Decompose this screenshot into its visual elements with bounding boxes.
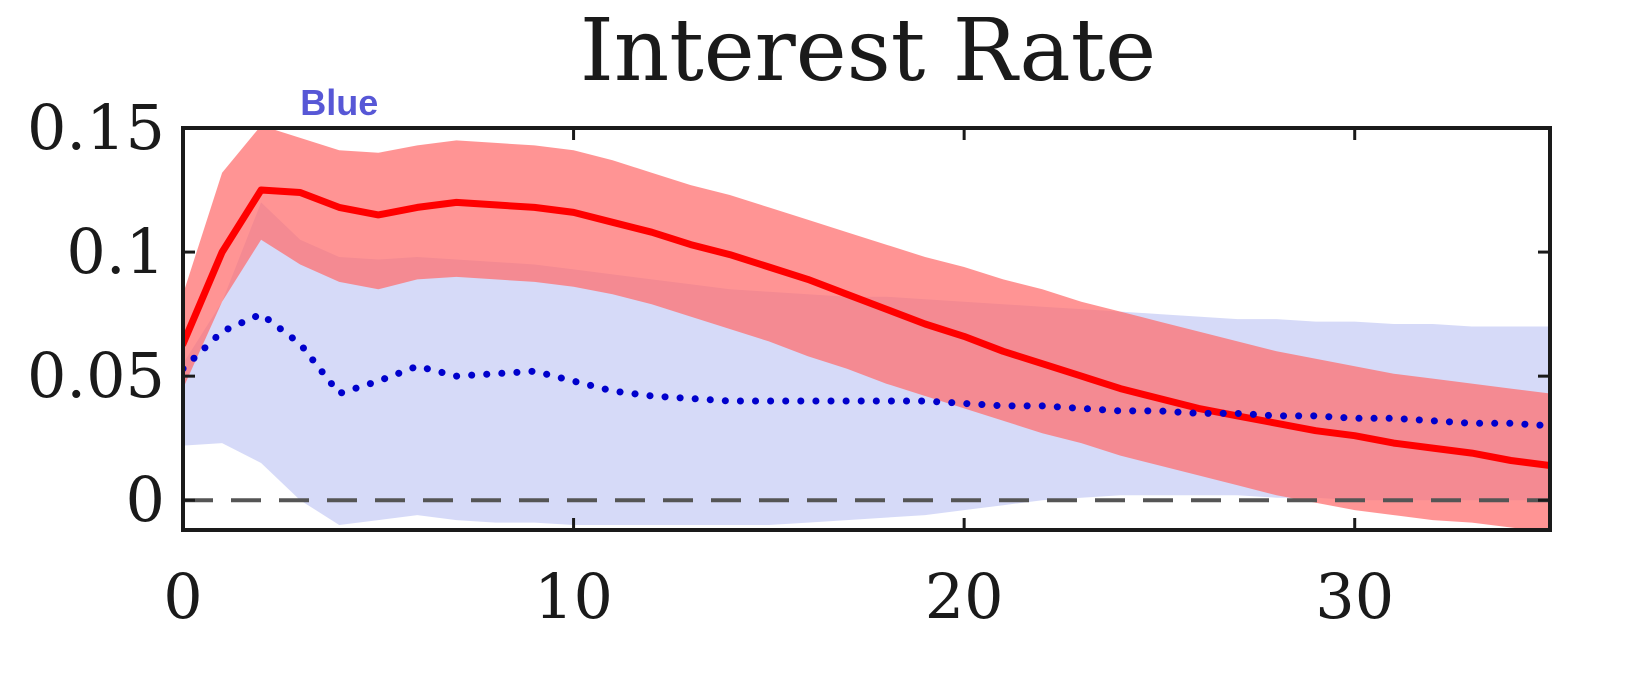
red-confidence-band — [183, 128, 1550, 530]
y-tick-label: 0.1 — [66, 215, 165, 288]
x-tick-label: 20 — [925, 560, 1004, 633]
axes-frame — [181, 126, 1552, 532]
plot-inner — [183, 128, 1550, 530]
annotation-blue: Blue — [300, 82, 378, 123]
x-tick-label: 0 — [163, 560, 202, 633]
x-tick-label: 10 — [534, 560, 613, 633]
red-solid-line — [183, 186, 1550, 469]
plot-area: 0 10 20 30 0 0.05 0.1 0.15 — [27, 91, 1552, 633]
y-tick-label: 0 — [126, 463, 165, 536]
blue-dotted-line — [183, 310, 1550, 430]
chart-title: Interest Rate — [580, 1, 1156, 101]
x-tick-label: 30 — [1315, 560, 1394, 633]
y-tick-label: 0.15 — [27, 91, 165, 164]
y-tick-label: 0.05 — [27, 339, 165, 412]
